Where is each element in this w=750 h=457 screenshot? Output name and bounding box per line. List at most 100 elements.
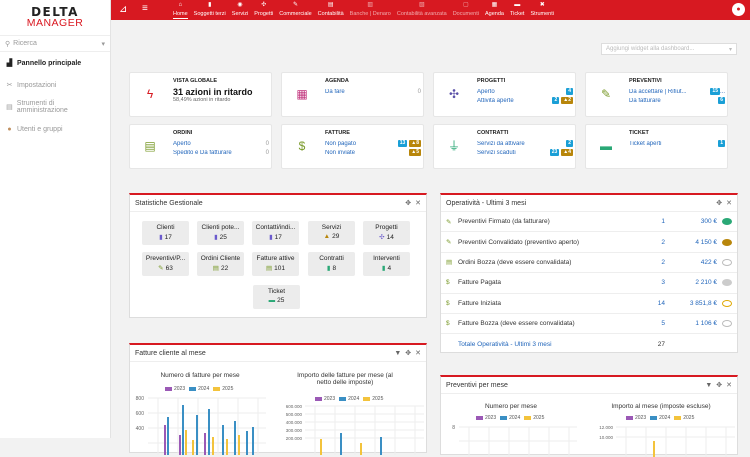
tab-servizi[interactable]: ◉ Servizi [231,2,249,17]
close-icon[interactable]: ✕ [415,350,421,357]
stat-clienti-potenziali[interactable]: Clienti pote... ▮ 25 [197,221,244,245]
tab-soggetti-terzi[interactable]: ▮ Soggetti terzi [193,2,226,17]
address-book-icon: ▮ [269,234,273,241]
move-icon[interactable]: ✥ [716,382,723,389]
sidebar-item-label: Utenti e gruppi [17,125,63,133]
y-tick: 12.000 [599,425,613,430]
status-dot [722,320,732,328]
stat-clienti[interactable]: Clienti ▮ 17 [142,221,189,245]
tab-contabilita[interactable]: ▤ Contabilità [317,2,344,17]
card-ordini[interactable]: ▤ ORDINI Aperto 0 Spedito e Da fatturare 0 [129,124,272,169]
list-item[interactable]: ✎ Preventivi Firmato (da fatturare) 1 300 € [441,212,737,233]
tab-documenti[interactable]: ▢ Documenti [452,2,479,17]
contratti-da-attivare[interactable]: Servizi da attivare 2 [477,140,573,147]
sidebar-item-strumenti[interactable]: ▤ Strumenti di amministrazione [0,96,110,118]
contratti-scaduti[interactable]: Servizi scaduti 23 ▲4 [477,149,573,156]
stat-contratti[interactable]: Contratti ▮ 8 [308,252,355,276]
chart-legend: 2023 2024 2025 [165,386,237,392]
tab-progetti[interactable]: ✣ Progetti [254,2,274,17]
list-item[interactable]: $ Fatture Bozza (deve essere convalidata)… [441,314,737,335]
filter-icon[interactable]: ▼ [705,381,713,389]
list-item[interactable]: $ Fatture Iniziata 14 3 851,8 € [441,294,737,314]
close-icon[interactable]: ✕ [726,382,732,389]
tab-home[interactable]: ⌂ Home [173,2,188,19]
panel-title: Operatività - Ultimi 3 mesi [446,199,527,207]
agenda-da-fare[interactable]: Da fare 0 [325,88,421,95]
count-badge: 2 [566,140,573,147]
search-placeholder: Ricerca [13,40,37,47]
search-select[interactable]: ⚲ Ricerca ▾ [0,36,110,52]
fatture-non-inviate[interactable]: Non inviate ▲5 [325,149,421,156]
close-icon[interactable]: ✕ [726,200,732,207]
panel-statistiche: Statistiche Gestionale ✥ ✕ Clienti ▮ 17 Cl… [129,193,427,318]
filter-icon[interactable]: ▼ [394,349,402,357]
add-widget-placeholder: Aggiungi widget alla dashboard... [606,46,695,52]
stat-progetti[interactable]: Progetti ✣ 14 [363,221,410,245]
invoice-amount-chart: 600.000 500.000 400.000 300.000 200.000 [286,404,424,455]
move-icon[interactable]: ✥ [405,350,412,357]
calendar-icon: ▦ [296,87,308,101]
card-agenda[interactable]: ▦ AGENDA Da fare 0 [281,72,424,117]
stat-fatture-attive[interactable]: Fatture attive ▤ 101 [252,252,299,276]
total-row: Totale Operatività - Ultimi 3 mesi 27 [458,341,665,349]
list-item[interactable]: $ Fatture Pagata 3 2 210 € [441,273,737,294]
card-contratti[interactable]: ⏚ CONTRATTI Servizi da attivare 2 Servizi… [433,124,576,169]
card-vista-globale[interactable]: ϟ VISTA GLOBALE 31 azioni in ritardo 58,… [129,72,272,117]
sidebar-item-pannello[interactable]: ▟ Pannello principale [0,52,110,74]
tab-agenda[interactable]: ▦ Agenda [485,2,504,17]
menu-toggle-icon[interactable]: ≡ [142,3,148,14]
progetti-attivita-aperte[interactable]: Attività aperte 2 ▲2 [477,97,573,104]
stat-servizi[interactable]: Servizi ▲ 29 [308,221,355,245]
card-title: CONTRATTI [477,130,509,136]
status-dot [722,218,732,226]
move-icon[interactable]: ✥ [405,200,412,207]
card-ticket[interactable]: ▬ TICKET Ticket aperti 1 [585,124,728,169]
tab-contabilita-avanzata[interactable]: ▧ Contabilità avanzata [396,2,447,17]
card-progetti[interactable]: ✣ PROGETTI Aperto 4 Attività aperte 2 ▲2 [433,72,576,117]
add-widget-select[interactable]: Aggiungi widget alla dashboard... ▾ [601,43,737,55]
sidebar-item-utenti[interactable]: ● Utenti e gruppi [0,118,110,140]
ordini-spedito[interactable]: Spedito e Da fatturare 0 [173,149,269,156]
sidebar-item-label: Impostazioni [17,81,57,89]
app-logo[interactable]: DELTA MANAGER [0,0,110,36]
card-preventivi[interactable]: ✎ PREVENTIVI Da accettare | Rifiut... 15.… [585,72,728,117]
stat-ticket[interactable]: Ticket ▬ 25 [253,285,300,309]
chart-line-icon: ▟ [6,60,13,67]
card-title: PREVENTIVI [629,78,662,84]
invoice-count-chart: 800 600 400 [136,396,266,455]
quotes-count-chart: 8 [452,425,577,457]
list-item[interactable]: ✎ Preventivi Convalidato (preventivo aper… [441,232,737,253]
tab-banche[interactable]: ▥ Banche | Denaro [349,2,391,17]
late-actions-percent: 58,49% azioni in ritardo [173,97,231,103]
preventivi-da-accettare[interactable]: Da accettare | Rifiut... 15... [629,88,725,95]
fatture-non-pagato[interactable]: Non pagato 13 ▲8 [325,140,421,147]
invoice-dollar-icon: $ [446,320,450,328]
tab-ticket[interactable]: ▬ Ticket [509,2,525,17]
file-icon: ▤ [144,139,156,153]
stat-ordini-cliente[interactable]: Ordini Cliente ▤ 22 [197,252,244,276]
user-icon: ● [7,125,12,133]
chart-legend: 2023 2024 2025 [476,415,548,421]
sidebar-item-impostazioni[interactable]: ✂ Impostazioni [0,74,110,96]
stat-preventivi[interactable]: Preventivi/P... ✎ 63 [142,252,189,276]
card-fatture[interactable]: $ FATTURE Non pagato 13 ▲8 Non inviate ▲5 [281,124,424,169]
stat-contatti[interactable]: Contatti/indi... ▮ 17 [252,221,299,245]
y-tick: 600 [136,411,145,417]
list-item[interactable]: ▤ Ordini Bozza (deve essere convalidata) 2… [441,253,737,274]
count-badge: 15 [710,88,720,95]
tab-strumenti[interactable]: ✖ Strumenti [530,2,554,17]
sidebar-item-label: Strumenti di amministrazione [16,100,68,114]
move-icon[interactable]: ✥ [716,200,723,207]
close-icon[interactable]: ✕ [415,200,421,207]
truck-icon: ▮ [381,265,386,272]
status-dot [722,238,732,246]
preventivi-da-fatturare[interactable]: Da fatturare 6 [629,97,725,104]
ordini-aperto[interactable]: Aperto 0 [173,140,269,147]
brand-logo-icon[interactable]: ⊿ [119,4,128,15]
progetti-aperto[interactable]: Aperto 4 [477,88,573,95]
user-avatar-icon[interactable]: ● [732,3,745,16]
count-badge: 4 [566,88,573,95]
stat-interventi[interactable]: Interventi ▮ 4 [363,252,410,276]
tab-commerciale[interactable]: ✎ Commerciale [279,2,312,17]
ticket-aperti[interactable]: Ticket aperti 1 [629,140,725,147]
